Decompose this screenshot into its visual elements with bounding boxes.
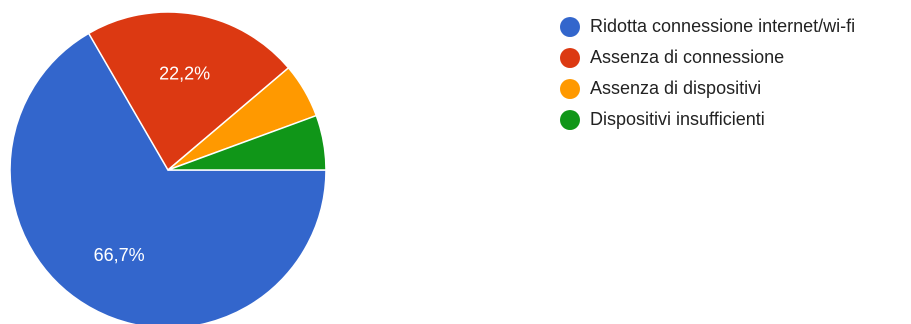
- legend-label: Assenza di connessione: [590, 47, 785, 67]
- legend-swatch: [560, 47, 580, 68]
- legend-item[interactable]: Dispositivi insufficienti: [560, 104, 855, 135]
- legend-swatch: [560, 109, 580, 130]
- legend-label: Dispositivi insufficienti: [590, 109, 765, 129]
- legend-swatch: [560, 78, 580, 99]
- pie-slice[interactable]: [87, 11, 290, 172]
- legend-label: Assenza di dispositivi: [590, 78, 762, 98]
- pie-slice[interactable]: [9, 32, 327, 324]
- legend-item[interactable]: Assenza di connessione: [560, 42, 855, 73]
- slice-data-label: 66,7%: [94, 245, 145, 265]
- pie-slice[interactable]: [167, 114, 327, 171]
- legend-item[interactable]: Ridotta connessione internet/wi-fi: [560, 11, 855, 42]
- legend-swatch: [560, 16, 580, 37]
- chart-legend: Ridotta connessione internet/wi-fi Assen…: [560, 11, 855, 135]
- legend-item[interactable]: Assenza di dispositivi: [560, 73, 855, 104]
- legend-label: Ridotta connessione internet/wi-fi: [590, 16, 856, 36]
- slice-data-label: 22,2%: [159, 63, 210, 83]
